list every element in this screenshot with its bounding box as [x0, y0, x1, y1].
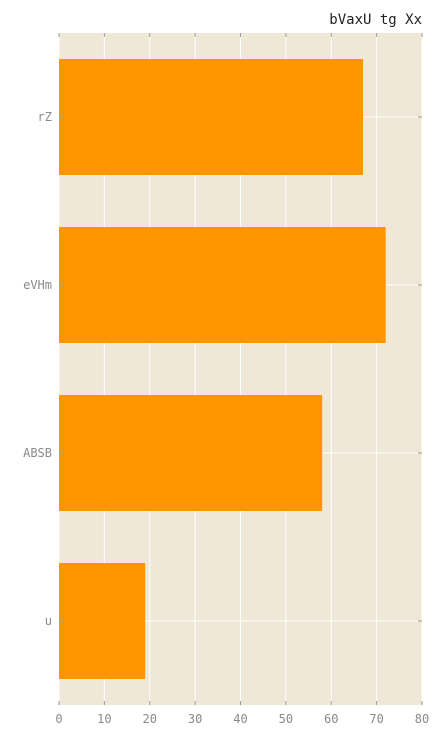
ticks — [58, 33, 423, 705]
chart-title: bVaxU tg Xx — [329, 12, 422, 28]
bar-eVHm — [59, 227, 386, 343]
x-tick-label: 10 — [97, 712, 111, 726]
bar-rZ — [59, 59, 364, 175]
x-tick-label: 80 — [415, 712, 429, 726]
x-tick-label: 50 — [279, 712, 293, 726]
y-tick-label: u — [45, 614, 52, 628]
x-tick-label: 0 — [55, 712, 62, 726]
x-tick-label: 30 — [188, 712, 202, 726]
x-tick-label: 60 — [324, 712, 338, 726]
y-tick-label: ABSB — [23, 446, 52, 460]
x-tick-labels: 0 10 20 30 40 50 60 70 80 — [55, 712, 429, 726]
y-tick-label: rZ — [38, 110, 52, 124]
x-tick-label: 40 — [233, 712, 247, 726]
bars — [59, 59, 386, 679]
bar-ABSB — [59, 395, 323, 511]
y-tick-label: eVHm — [23, 278, 52, 292]
x-tick-label: 70 — [369, 712, 383, 726]
x-tick-label: 20 — [143, 712, 157, 726]
bar-u — [59, 563, 146, 679]
y-tick-labels: rZ eVHm ABSB u — [23, 110, 52, 628]
